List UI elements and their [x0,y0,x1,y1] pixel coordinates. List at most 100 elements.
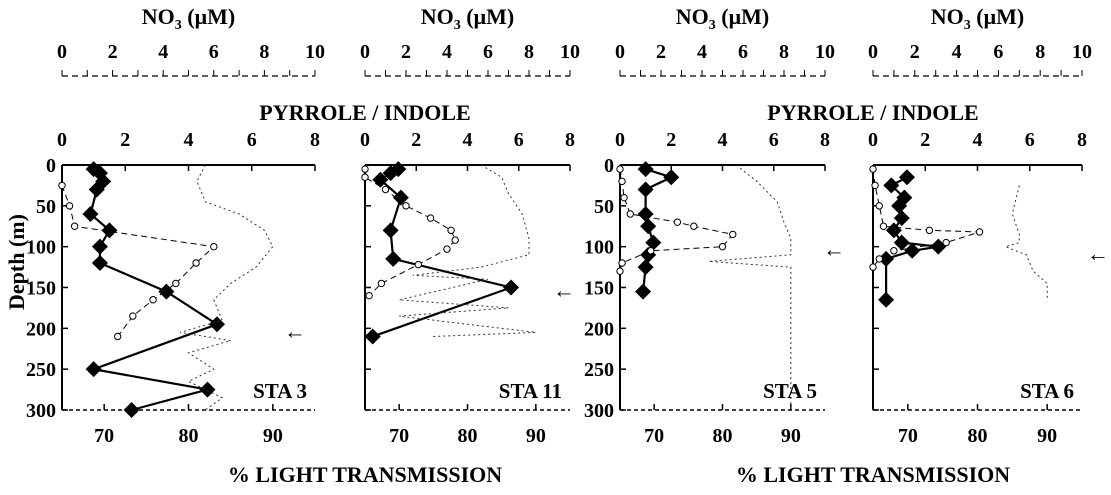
no3-point [149,296,157,304]
arrow-icon: ← [1087,241,1109,266]
pyrrole-indole-point [503,279,520,296]
pyrrole-indole-point [637,181,654,198]
arrow-icon: ← [284,318,306,343]
depth-tick-label: 0 [46,155,56,177]
no3-point [129,312,137,320]
no3-point [942,238,950,247]
no3-point [890,247,898,255]
no3-axis-title: NO3 (μM) [421,4,514,33]
arrow-icon: ← [823,237,845,262]
ratio-tick-label: 2 [411,129,421,151]
ratio-tick-label: 2 [666,129,676,151]
transmission-tick-label: 80 [968,425,988,447]
pyrrole-indole-point [891,197,908,214]
no3-point [879,222,888,230]
ratio-tick-label: 0 [615,129,625,151]
pyrrole-indole-point [88,181,105,198]
no3-tick-label: 6 [483,41,493,63]
ratio-tick-label: 6 [514,129,524,151]
pyrrole-indole-line [885,176,939,300]
panel-sta-5: NO3 (μM)0 2 4 6 8 100 2 4 6 870 80 9005010015020025… [584,4,845,447]
light-transmission-line [1003,185,1048,300]
ratio-tick-label: 8 [820,129,830,151]
pyrrole-indole-point [91,238,108,255]
no3-point [447,226,455,235]
no3-point [875,255,883,263]
depth-tick-label: 300 [26,400,56,422]
y-axis-title: Depth (m) [4,214,29,310]
station-label: STA 3 [253,379,307,403]
no3-tick-label: 4 [158,41,168,63]
transmission-axis-title-right: % LIGHT TRANSMISSION [736,462,1010,487]
pyrrole-indole-point [364,328,381,345]
no3-point [361,165,369,173]
pyrrole-indole-point [208,316,225,333]
pyrrole-indole-point [878,291,895,308]
no3-point [414,260,422,269]
no3-tick-label: 0 [615,41,625,63]
no3-point [210,242,218,251]
panel-sta-11: NO3 (μM) 0 2 4 6 8 10 0 2 4 6 8 70 80 90 STA 11 ← [360,4,580,447]
no3-tick-label: 2 [910,41,920,63]
pyrrole-indole-line [89,168,220,412]
pyrrole-indole-point [930,238,947,255]
no3-tick-label: 2 [108,41,118,63]
no3-point [365,291,373,300]
transmission-tick-label: 80 [458,425,478,447]
no3-point [925,226,934,235]
ratio-axis-title-left: PYRROLE / INDOLE [259,100,470,125]
transmission-tick-label: 70 [94,425,114,447]
pyrrole-indole-point [637,161,654,178]
no3-point [616,165,624,173]
depth-tick-label: 250 [584,359,614,381]
no3-tick-label: 2 [656,41,666,63]
transmission-tick-label: 90 [526,425,546,447]
no3-point [718,242,727,251]
transmission-tick-label: 90 [1037,425,1057,447]
light-transmission-line [179,164,274,411]
ratio-tick-label: 6 [769,129,779,151]
depth-tick-label: 50 [594,196,614,218]
no3-tick-label: 0 [868,41,878,63]
depth-tick-label: 0 [604,155,614,177]
no3-point [451,236,459,244]
pyrrole-indole-point [635,283,652,300]
no3-point [626,210,634,218]
no3-tick-label: 10 [815,41,835,63]
transmission-tick-label: 70 [389,425,409,447]
pyrrole-indole-point [893,234,910,251]
ratio-tick-label: 4 [463,129,473,151]
ratio-tick-label: 8 [1077,129,1087,151]
arrow-icon: ← [553,278,575,303]
no3-point [869,165,877,173]
station-label: STA 6 [1020,379,1074,403]
no3-point [647,247,655,255]
no3-axis-title: NO3 (μM) [142,4,235,33]
no3-point [690,222,698,230]
transmission-tick-label: 90 [263,425,283,447]
depth-tick-label: 150 [26,278,56,300]
depth-tick-label: 250 [26,359,56,381]
no3-point [875,202,883,210]
no3-tick-label: 6 [209,41,219,63]
pyrrole-indole-point [385,250,402,267]
transmission-tick-label: 70 [898,425,918,447]
no3-point [361,173,369,181]
ratio-tick-label: 6 [1025,129,1035,151]
no3-point [70,222,79,230]
no3-line [61,185,215,337]
light-transmission-line [399,164,536,337]
pyrrole-indole-point [85,361,102,378]
depth-tick-label: 100 [584,237,614,259]
no3-line [872,169,980,268]
no3-tick-label: 8 [524,41,534,63]
no3-point [192,259,200,267]
no3-tick-label: 8 [779,41,789,63]
pyrrole-indole-point [199,381,216,398]
no3-point [65,202,74,210]
pyrrole-indole-point [101,222,118,239]
no3-point [975,228,984,236]
no3-point [869,263,877,271]
pyrrole-indole-point [637,206,654,222]
no3-point [402,202,410,210]
